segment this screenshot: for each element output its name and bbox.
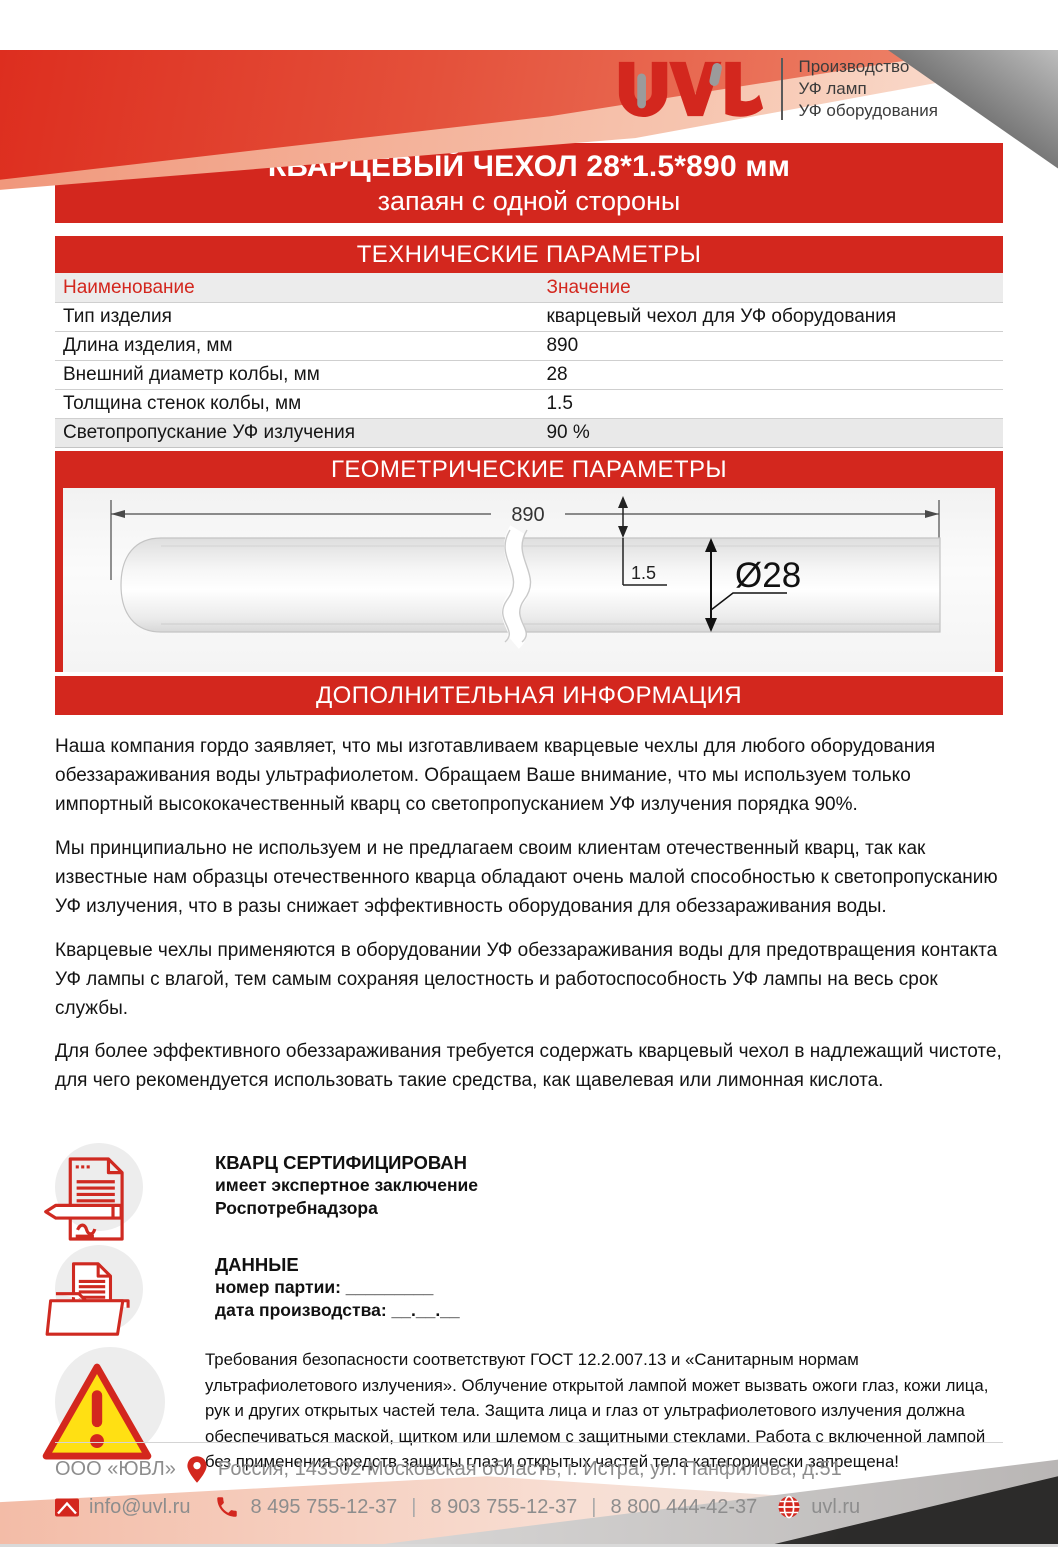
warning-triangle-icon [42, 1363, 152, 1460]
production-date-line: дата производства: __.__.__ [215, 1300, 460, 1320]
data-icon-circle [45, 1245, 143, 1336]
tagline-line: Производство [798, 57, 910, 76]
product-datasheet-page: { "brand": { "logo_text": "UVL", "taglin… [0, 50, 1058, 1547]
phone-number-1[interactable]: 8 495 755-12-37 [250, 1495, 398, 1518]
technical-drawing: 890 1.5 Ø28 [55, 488, 1003, 672]
param-name-cell: Внешний диаметр колбы, мм [55, 360, 539, 390]
footer-address-row: ООО «ЮВЛ» Россия, 143502 Московская обла… [55, 1455, 1003, 1484]
geometry-header: ГЕОМЕТРИЧЕСКИЕ ПАРАМЕТРЫ [55, 451, 1003, 488]
phone-number-3[interactable]: 8 800 444-42-37 [610, 1495, 758, 1518]
product-subtitle: запаян с одной стороны [377, 185, 681, 216]
product-title-banner: КВАРЦЕВЫЙ ЧЕХОЛ 28*1.5*890 мм запаян с о… [55, 143, 1003, 223]
phone-number-2[interactable]: 8 903 755-12-37 [430, 1495, 578, 1518]
param-value-cell: 28 [538, 360, 1003, 390]
table-row: Светопропускание УФ излучения 90 % [55, 418, 1003, 448]
email-link[interactable]: info@uvl.ru [89, 1495, 191, 1518]
warning-text: Требования безопасности соответствуют ГО… [205, 1350, 989, 1471]
data-badge-text: ДАННЫЕ номер партии: _________ дата прои… [215, 1245, 460, 1322]
company-name: ООО «ЮВЛ» [55, 1458, 176, 1480]
param-name-cell: Длина изделия, мм [55, 331, 539, 361]
info-paragraph: Наша компания гордо заявляет, что мы изг… [55, 736, 936, 815]
company-address: Россия, 143502 Московская область, г. Ис… [217, 1458, 842, 1480]
certificate-icon-circle [44, 1143, 143, 1241]
table-row: Длина изделия, мм 890 [55, 331, 1003, 361]
table-header-row: Наименование Значение [55, 273, 1003, 303]
length-dimension-label: 890 [511, 504, 544, 526]
diameter-label: Ø28 [735, 556, 801, 595]
data-badge: ДАННЫЕ номер партии: _________ дата прои… [45, 1245, 1003, 1336]
tagline-line: УФ ламп [798, 79, 867, 98]
additional-info-body: Наша компания гордо заявляет, что мы изг… [55, 732, 1003, 1095]
column-header-value: Значение [538, 273, 1003, 303]
certificate-badge: КВАРЦ СЕРТИФИЦИРОВАН имеет экспертное за… [44, 1143, 1003, 1241]
info-paragraph: Кварцевые чехлы применяются в оборудован… [55, 940, 998, 1019]
globe-icon [777, 1495, 801, 1519]
brand-tagline: Производство УФ ламп УФ оборудования [799, 56, 939, 122]
info-paragraph: Для более эффективного обеззараживания т… [55, 1041, 1002, 1091]
header: Производство УФ ламп УФ оборудования [55, 50, 938, 128]
phone-separator: | [591, 1495, 597, 1518]
tagline-line: УФ оборудования [798, 101, 939, 120]
table-row: Тип изделия кварцевый чехол для УФ обору… [55, 302, 1003, 332]
certificate-document-icon [44, 1157, 124, 1241]
quartz-sleeve-drawing: 890 1.5 Ø28 [110, 496, 941, 649]
footer: ООО «ЮВЛ» Россия, 143502 Московская обла… [55, 1442, 1003, 1530]
certificate-line: Роспотребнадзора [215, 1198, 378, 1218]
wall-thickness-label: 1.5 [631, 563, 656, 583]
info-paragraph: Мы принципиально не используем и не пред… [55, 838, 998, 917]
data-title: ДАННЫЕ [215, 1254, 299, 1275]
folder-document-icon [45, 1262, 130, 1336]
param-value-cell: кварцевый чехол для УФ оборудования [538, 302, 1003, 332]
tech-params-table: Наименование Значение Тип изделия кварце… [55, 273, 1003, 448]
additional-info-header: ДОПОЛНИТЕЛЬНАЯ ИНФОРМАЦИЯ [55, 676, 1003, 715]
website-link[interactable]: uvl.ru [811, 1495, 861, 1518]
certificate-title: КВАРЦ СЕРТИФИЦИРОВАН [215, 1152, 468, 1173]
location-pin-icon [186, 1455, 208, 1484]
email-icon [55, 1498, 79, 1517]
table-row: Толщина стенок колбы, мм 1.5 [55, 389, 1003, 419]
table-row: Внешний диаметр колбы, мм 28 [55, 360, 1003, 390]
warning-icon-circle [42, 1347, 165, 1460]
phone-separator: | [411, 1495, 417, 1518]
param-name-cell: Светопропускание УФ излучения [55, 418, 539, 448]
footer-contacts-row: info@uvl.ru 8 495 755-12-37 | 8 903 755-… [55, 1494, 1003, 1520]
param-value-cell: 890 [538, 331, 1003, 361]
param-name-cell: Тип изделия [55, 302, 539, 332]
param-name-cell: Толщина стенок колбы, мм [55, 389, 539, 419]
certificate-line: имеет экспертное заключение [215, 1175, 479, 1195]
param-value-cell: 90 % [538, 418, 1003, 448]
tech-params-header: ТЕХНИЧЕСКИЕ ПАРАМЕТРЫ [55, 236, 1003, 273]
param-value-cell: 1.5 [538, 389, 1003, 419]
logo-divider [780, 58, 783, 120]
certificate-badge-text: КВАРЦ СЕРТИФИЦИРОВАН имеет экспертное за… [215, 1143, 478, 1220]
batch-number-line: номер партии: _________ [215, 1277, 434, 1297]
column-header-name: Наименование [55, 273, 539, 303]
phone-icon [214, 1494, 240, 1520]
footer-divider [55, 1442, 1003, 1443]
badges-section: КВАРЦ СЕРТИФИЦИРОВАН имеет экспертное за… [42, 1143, 1003, 1475]
uvl-logo-icon [618, 61, 763, 118]
product-title: КВАРЦЕВЫЙ ЧЕХОЛ 28*1.5*890 мм [267, 149, 791, 183]
safety-warning: Требования безопасности соответствуют ГО… [42, 1347, 1003, 1475]
